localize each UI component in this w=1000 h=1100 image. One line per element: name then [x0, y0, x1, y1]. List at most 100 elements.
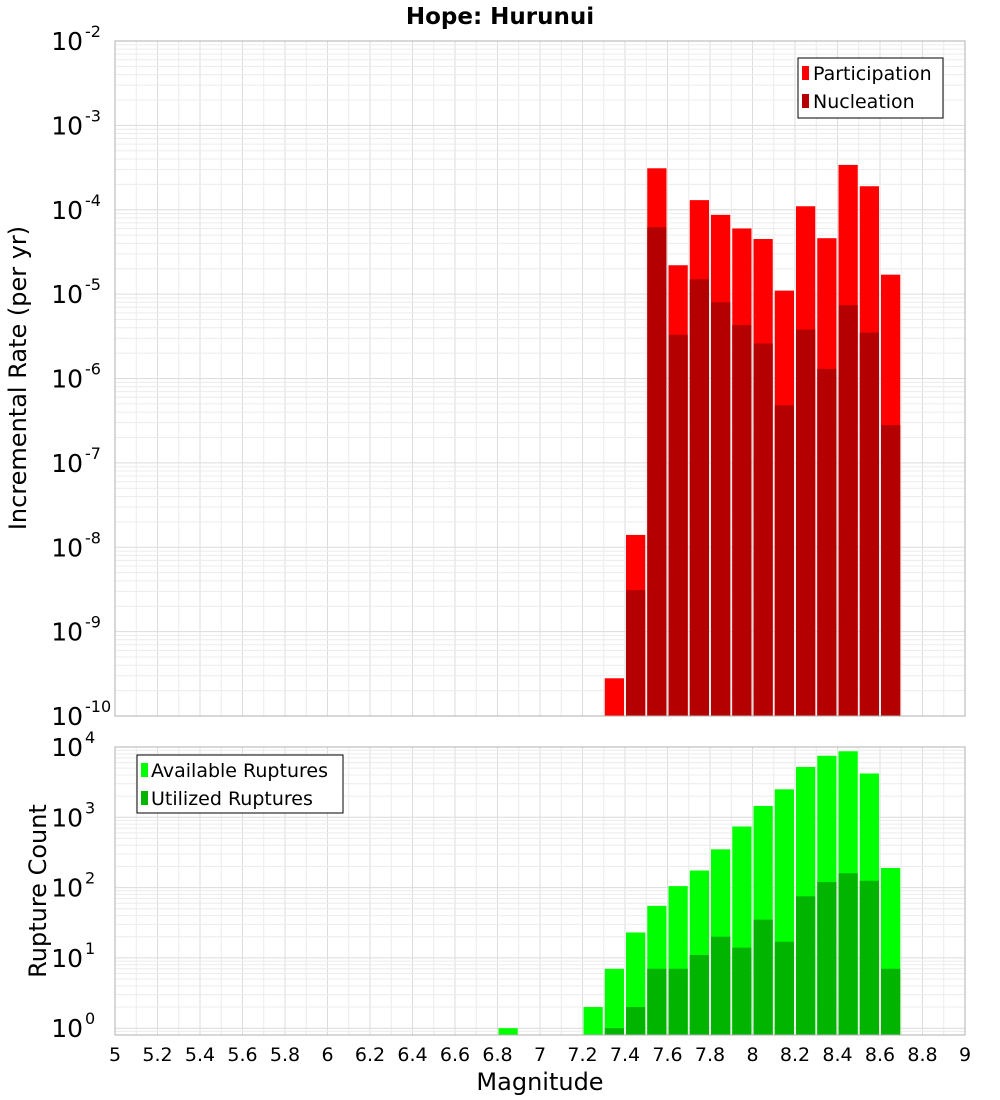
x-tick-label: 5.6 [227, 1044, 257, 1066]
bar-participation [604, 678, 624, 716]
x-axis-label: Magnitude [476, 1068, 603, 1096]
bar-nucleation [774, 405, 794, 716]
legend-swatch-nucleation [802, 94, 809, 108]
y-tick-exponent: -8 [85, 528, 101, 547]
bar-nucleation [753, 343, 773, 716]
rate-legend: Participation Nucleation [797, 57, 944, 119]
y-tick-label: 10 [51, 803, 83, 832]
x-tick-label: 5.2 [142, 1044, 172, 1066]
legend-swatch-utilized [141, 791, 148, 805]
x-tick-label: 7 [534, 1044, 546, 1066]
legend-label-participation: Participation [813, 63, 932, 85]
y-tick-exponent: -9 [85, 613, 101, 632]
bar-utilized-ruptures [838, 873, 858, 1035]
y-tick-label: 10 [51, 365, 83, 394]
y-tick-exponent: 2 [85, 869, 95, 888]
x-tick-label: 5.8 [270, 1044, 300, 1066]
bar-utilized-ruptures [859, 880, 879, 1035]
bar-available-ruptures [583, 1007, 603, 1035]
y-tick-exponent: 0 [85, 1009, 95, 1028]
x-tick-label: 7.6 [652, 1044, 682, 1066]
x-tick-label: 9 [959, 1044, 971, 1066]
y-tick-exponent: -7 [85, 444, 101, 463]
bar-utilized-ruptures [626, 1007, 646, 1035]
y-tick-label: 10 [51, 196, 83, 225]
bar-utilized-ruptures [796, 896, 816, 1035]
y-tick-exponent: -4 [85, 191, 101, 210]
y-tick-label: 10 [51, 449, 83, 478]
x-tick-label: 7.2 [567, 1044, 597, 1066]
x-tick-label: 8.4 [822, 1044, 852, 1066]
y-tick-label: 10 [51, 1014, 83, 1043]
bar-utilized-ruptures [604, 1028, 624, 1035]
bar-utilized-ruptures [774, 941, 794, 1035]
y-tick-label: 10 [51, 733, 83, 762]
count-panel-bars [498, 751, 901, 1035]
bar-utilized-ruptures [668, 968, 688, 1035]
x-tick-label: 6.8 [482, 1044, 512, 1066]
x-tick-label: 5 [109, 1044, 121, 1066]
bar-nucleation [711, 302, 731, 716]
x-tick-label: 8.6 [865, 1044, 895, 1066]
y-tick-label: 10 [51, 618, 83, 647]
bar-nucleation [647, 227, 667, 716]
chart-title: Hope: Hurunui [406, 4, 594, 30]
count-legend: Available Ruptures Utilized Ruptures [136, 754, 344, 814]
rate-panel-bars [604, 164, 901, 716]
bar-nucleation [859, 332, 879, 716]
x-tick-label: 6 [321, 1044, 333, 1066]
y-tick-exponent: -2 [85, 22, 101, 41]
legend-label-available: Available Ruptures [151, 760, 328, 782]
y-tick-label: 10 [51, 702, 83, 731]
y-tick-exponent: 4 [85, 728, 95, 747]
y-tick-label: 10 [51, 533, 83, 562]
bar-nucleation [732, 325, 752, 716]
rate-y-axis-label: Incremental Rate (per yr) [4, 226, 32, 530]
bar-utilized-ruptures [711, 936, 731, 1035]
bar-nucleation [689, 279, 709, 716]
y-tick-label: 10 [51, 944, 83, 973]
y-tick-exponent: -3 [85, 106, 101, 125]
x-tick-label: 7.8 [695, 1044, 725, 1066]
bar-utilized-ruptures [817, 882, 837, 1035]
y-tick-exponent: -5 [85, 275, 101, 294]
bar-available-ruptures [498, 1028, 518, 1035]
bar-nucleation [796, 329, 816, 716]
y-tick-label: 10 [51, 280, 83, 309]
legend-label-utilized: Utilized Ruptures [151, 788, 313, 810]
x-tick-label: 8 [746, 1044, 758, 1066]
bar-utilized-ruptures [732, 947, 752, 1035]
bar-utilized-ruptures [647, 968, 667, 1035]
bar-available-ruptures [604, 968, 624, 1035]
y-tick-exponent: 3 [85, 798, 95, 817]
legend-swatch-available [141, 763, 148, 777]
y-tick-label: 10 [51, 874, 83, 903]
y-tick-exponent: -6 [85, 360, 101, 379]
x-tick-label: 6.6 [440, 1044, 470, 1066]
x-tick-label: 8.2 [780, 1044, 810, 1066]
bar-utilized-ruptures [689, 954, 709, 1035]
bar-nucleation [626, 590, 646, 716]
x-axis-ticks: 5 5.2 5.4 5.6 5.8 6 6.2 6.4 6.6 6.8 7 7.2 7.4 7.6 7.8 8… [109, 1044, 971, 1066]
legend-swatch-participation [802, 66, 809, 80]
y-tick-exponent: 1 [85, 939, 95, 958]
x-tick-label: 7.4 [610, 1044, 640, 1066]
bar-utilized-ruptures [881, 968, 901, 1035]
y-tick-label: 10 [51, 27, 83, 56]
x-tick-label: 6.2 [355, 1044, 385, 1066]
x-tick-label: 6.4 [397, 1044, 427, 1066]
bar-nucleation [838, 305, 858, 716]
count-panel-frame [114, 746, 966, 1036]
x-tick-label: 5.4 [185, 1044, 215, 1066]
y-tick-exponent: -10 [85, 697, 111, 716]
x-tick-label: 8.8 [907, 1044, 937, 1066]
rate-panel-grid [114, 40, 966, 717]
count-y-axis-label: Rupture Count [24, 804, 52, 978]
rate-panel-frame [114, 40, 966, 717]
